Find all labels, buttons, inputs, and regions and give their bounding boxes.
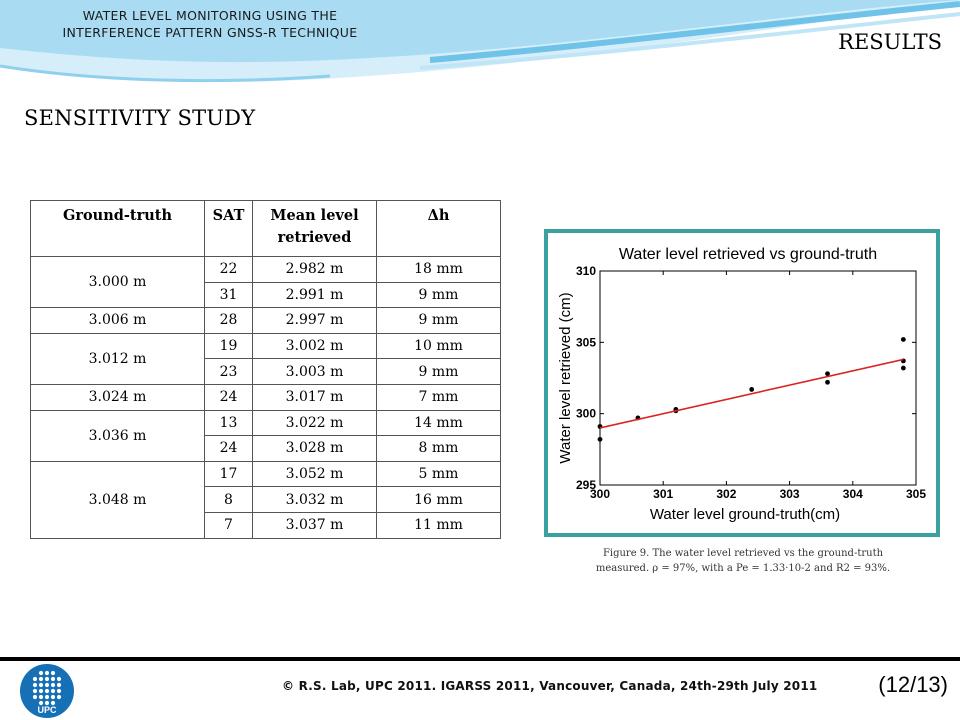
section-label: RESULTS	[838, 30, 942, 54]
cell-sat: 13	[204, 409, 253, 437]
plot-area	[599, 270, 917, 486]
cell-mean-level: 3.037 m	[252, 511, 377, 539]
header-sat: SAT	[204, 200, 253, 257]
cell-delta-h: 8 mm	[376, 435, 501, 462]
chart-xlabel: Water level ground-truth(cm)	[650, 506, 840, 523]
cell-mean-level: 3.022 m	[252, 409, 377, 437]
header-ground-truth: Ground-truth	[30, 200, 205, 257]
data-point	[597, 436, 603, 442]
data-point	[825, 371, 830, 377]
cell-delta-h: 16 mm	[376, 486, 501, 513]
cell-mean-level: 3.052 m	[252, 460, 377, 488]
chart-ylabel: Water level retrieved (cm)	[557, 292, 574, 463]
data-point	[900, 365, 906, 371]
cell-mean-level: 3.003 m	[252, 358, 377, 385]
cell-sat: 24	[204, 435, 253, 462]
chart-title: Water level retrieved vs ground-truth	[619, 246, 877, 263]
presentation-title-line2: INTERFERENCE PATTERN GNSS-R TECHNIQUE	[62, 25, 358, 40]
cell-ground-truth: 3.024 m	[30, 383, 205, 411]
cell-mean-level: 3.017 m	[252, 383, 377, 411]
data-point	[825, 379, 830, 385]
data-point	[900, 337, 906, 342]
data-point	[749, 387, 755, 392]
fit-line	[599, 358, 904, 429]
page-number: (12/13)	[878, 672, 948, 697]
cell-sat: 28	[204, 307, 253, 334]
table-header-row: Ground-truth SAT Mean level retrieved Δh	[30, 200, 501, 257]
y-tick-label: 310	[576, 264, 596, 278]
cell-sat: 22	[204, 256, 253, 283]
cell-delta-h: 9 mm	[376, 281, 501, 309]
x-tick-label: 303	[780, 487, 800, 501]
cell-sat: 19	[204, 332, 253, 360]
y-tick-label: 300	[576, 407, 596, 421]
x-tick-label: 302	[716, 487, 736, 501]
cell-mean-level: 3.028 m	[252, 435, 377, 462]
cell-delta-h: 14 mm	[376, 409, 501, 437]
cell-sat: 24	[204, 383, 253, 411]
chart-frame: Water level retrieved vs ground-truth Wa…	[544, 229, 940, 537]
cell-mean-level: 2.982 m	[252, 256, 377, 283]
cell-ground-truth: 3.000 m	[30, 255, 205, 309]
cell-delta-h: 11 mm	[376, 511, 501, 539]
x-tick-label: 301	[653, 487, 673, 501]
cell-mean-level: 3.002 m	[252, 332, 377, 360]
y-tick-label: 305	[576, 335, 596, 349]
cell-mean-level: 2.997 m	[252, 307, 377, 334]
cell-sat: 23	[204, 358, 253, 385]
cell-sat: 8	[204, 486, 253, 513]
figure-caption: Figure 9. The water level retrieved vs t…	[560, 546, 926, 576]
table-row: 3.036 m 13 3.022 m 14 mm	[30, 409, 501, 462]
caption-line2: measured. ρ = 97%, with a Pe = 1.33·10-2…	[595, 563, 891, 574]
cell-mean-level: 2.991 m	[252, 281, 377, 309]
upc-logo-text: UPC	[37, 705, 57, 715]
table-row: 8 3.032 m 16 mm	[31, 486, 501, 513]
cell-delta-h: 18 mm	[376, 256, 501, 283]
cell-ground-truth: 3.036 m	[30, 409, 205, 462]
cell-delta-h: 10 mm	[376, 332, 501, 360]
cell-delta-h: 9 mm	[376, 307, 501, 334]
cell-delta-h: 9 mm	[376, 358, 501, 385]
y-tick-label: 295	[576, 478, 596, 492]
header-delta-h: Δh	[376, 200, 501, 257]
x-tick-label: 305	[906, 487, 926, 501]
x-tick-label: 304	[843, 487, 863, 501]
slide-subtitle: SENSITIVITY STUDY	[24, 106, 256, 130]
caption-line1: Figure 9. The water level retrieved vs t…	[602, 548, 884, 559]
cell-ground-truth: 3.048 m	[30, 460, 205, 539]
cell-ground-truth: 3.012 m	[30, 332, 205, 385]
upc-logo: UPC	[20, 664, 74, 718]
presentation-title-line1: WATER LEVEL MONITORING USING THE	[82, 8, 338, 23]
cell-delta-h: 5 mm	[376, 460, 501, 488]
cell-mean-level: 3.032 m	[252, 486, 377, 513]
cell-delta-h: 7 mm	[376, 383, 501, 411]
footer-divider	[0, 657, 960, 661]
cell-sat: 17	[204, 460, 253, 488]
table-row: 3.012 m 19 3.002 m 10 mm	[30, 332, 501, 385]
cell-ground-truth: 3.006 m	[30, 307, 205, 334]
cell-sat: 31	[204, 281, 253, 309]
cell-sat: 7	[204, 511, 253, 539]
footer-credits: © R.S. Lab, UPC 2011. IGARSS 2011, Vanco…	[282, 679, 818, 693]
x-tick-label: 300	[590, 487, 610, 501]
header-wave-decoration	[0, 0, 960, 83]
header-mean-level: Mean level retrieved	[252, 200, 377, 257]
table-row: 3.000 m 22 2.982 m 18 mm	[30, 255, 501, 309]
results-table: Ground-truth SAT Mean level retrieved Δh…	[30, 200, 501, 539]
table-row: 7 3.037 m 11 mm	[31, 511, 501, 539]
scatter-chart: Water level retrieved vs ground-truth Wa…	[557, 246, 926, 523]
